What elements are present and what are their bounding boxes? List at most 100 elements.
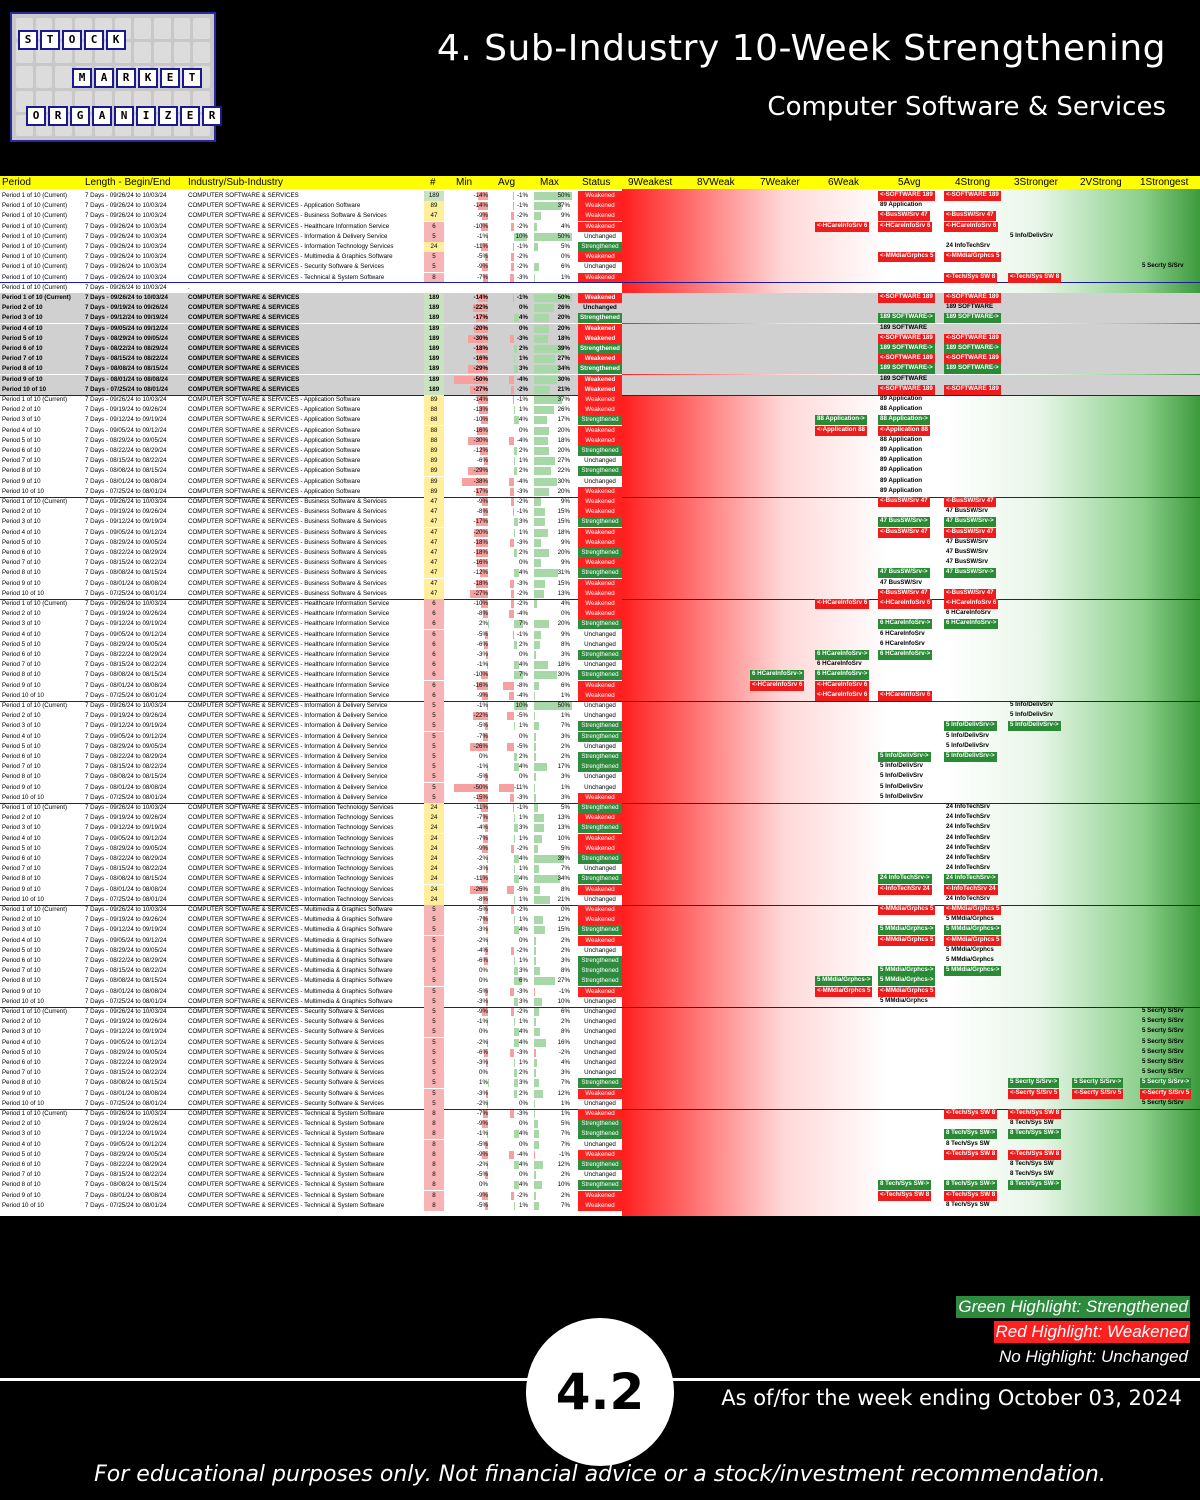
max-cell: 26%	[557, 304, 570, 312]
status-badge: Unchanged	[584, 661, 616, 669]
avg-cell: -2%	[516, 600, 528, 607]
avg-cell: -3%	[516, 987, 528, 995]
length-cell: 7 Days - 07/25/24 to 08/01/24	[85, 895, 167, 903]
avg-bar	[514, 447, 517, 455]
strength-tag: <-BusSW/Srv 47	[944, 588, 996, 599]
avg-cell: 4%	[519, 1028, 528, 1036]
table-row: Period 7 of 10 7 Days - 08/15/24 to 08/22…	[0, 864, 1200, 875]
min-cell: -10%	[473, 671, 488, 679]
industry-cell: COMPUTER SOFTWARE & SERVICES - Security …	[188, 263, 384, 271]
strength-tag: 5 Info/DelivSrv	[880, 792, 923, 800]
avg-cell: 7%	[519, 620, 528, 628]
period-cell: Period 3 of 10	[2, 416, 41, 424]
strength-tag: 47 BusSW/Srv->	[944, 568, 996, 579]
industry-cell: COMPUTER SOFTWARE & SERVICES - Multimedi…	[188, 946, 393, 954]
status-badge: Weakened	[578, 272, 622, 283]
max-cell: 18%	[557, 334, 570, 342]
strength-tag: 5 Info/DelivSrv->	[944, 752, 997, 762]
column-header: 8VWeak	[697, 177, 735, 188]
min-cell: -3%	[476, 651, 488, 658]
period-cell: Period 1 of 10 (Current)	[2, 243, 67, 250]
min-cell: -12%	[473, 569, 488, 577]
max-cell: 31%	[557, 569, 570, 577]
industry-cell: COMPUTER SOFTWARE & SERVICES	[188, 355, 300, 363]
industry-cell: COMPUTER SOFTWARE & SERVICES - Business …	[188, 579, 387, 587]
max-bar	[534, 579, 546, 588]
max-cell: 8%	[561, 1028, 570, 1036]
table-row: Period 10 of 10 7 Days - 07/25/24 to 08/0…	[0, 588, 1200, 599]
table-row: Period 9 of 10 7 Days - 08/01/24 to 08/08…	[0, 680, 1200, 691]
min-cell: -10%	[473, 222, 488, 230]
length-cell: 7 Days - 08/22/24 to 08/29/24	[85, 447, 167, 454]
max-bar	[534, 538, 541, 547]
industry-cell: COMPUTER SOFTWARE & SERVICES - Technical…	[188, 1110, 385, 1117]
avg-cell: 3%	[519, 824, 528, 832]
max-cell: 20%	[557, 620, 570, 628]
status-badge: Strengthened	[578, 1180, 622, 1191]
avg-cell: -1%	[516, 243, 528, 250]
min-bar	[481, 1008, 488, 1016]
logo-letter: A	[92, 106, 112, 126]
min-cell: -11%	[474, 243, 488, 250]
min-bar	[478, 192, 488, 200]
industry-cell: COMPUTER SOFTWARE & SERVICES - Business …	[188, 498, 387, 505]
max-cell: 4%	[561, 1059, 570, 1066]
length-cell: 7 Days - 08/01/24 to 08/08/24	[85, 987, 167, 995]
max-cell: 20%	[557, 487, 570, 495]
min-bar	[482, 610, 488, 619]
count-cell: 88	[424, 405, 444, 416]
min-bar	[486, 1099, 488, 1108]
industry-cell: COMPUTER SOFTWARE & SERVICES	[188, 304, 300, 312]
avg-cell: 0%	[519, 1099, 528, 1107]
avg-cell: -4%	[516, 610, 528, 618]
industry-cell: COMPUTER SOFTWARE & SERVICES - Technical…	[188, 1140, 385, 1148]
logo-letter: N	[114, 106, 134, 126]
min-cell: 2%	[479, 620, 488, 628]
count-cell: 47	[424, 558, 444, 569]
column-header: 6Weak	[828, 177, 859, 188]
table-row: Period 5 of 10 7 Days - 08/29/24 to 09/05…	[0, 639, 1200, 650]
logo-letter: M	[72, 68, 92, 88]
length-cell: 7 Days - 09/19/24 to 09/26/24	[85, 508, 167, 516]
period-cell: Period 1 of 10 (Current)	[2, 253, 67, 261]
avg-bar	[512, 192, 514, 200]
count-cell: 6	[424, 629, 444, 640]
strength-tag: <-Application 88	[815, 425, 867, 436]
strength-tag: 24 InfoTechSrv	[946, 803, 990, 810]
industry-cell: COMPUTER SOFTWARE & SERVICES - Healthcar…	[188, 671, 390, 679]
min-cell: -27%	[473, 385, 488, 393]
period-cell: Period 10 of 10	[2, 385, 47, 393]
count-cell: 5	[424, 762, 444, 773]
min-cell: -5%	[476, 630, 488, 638]
length-cell: 7 Days - 09/26/24 to 10/03/24	[85, 202, 167, 210]
max-cell: 18%	[557, 661, 570, 669]
avg-cell: 1%	[519, 406, 528, 414]
min-cell: -18%	[473, 549, 488, 556]
status-badge: Weakened	[578, 384, 622, 395]
length-cell: 7 Days - 09/19/24 to 09/26/24	[85, 304, 168, 312]
max-bar	[534, 334, 548, 343]
period-cell: Period 5 of 10	[2, 1048, 41, 1056]
strength-table: Period Length - Begin/End Industry/Sub-Ind…	[0, 176, 1200, 1216]
table-row: Period 3 of 10 7 Days - 09/12/24 to 09/19…	[0, 823, 1200, 834]
max-cell: 13%	[557, 824, 570, 832]
min-bar	[474, 324, 488, 333]
min-bar	[484, 906, 488, 914]
strength-tag: <-BusSW/Srv 47	[878, 497, 930, 507]
min-bar	[454, 375, 488, 384]
min-bar	[483, 732, 488, 741]
avg-bar	[514, 620, 524, 629]
strength-tag: 5 MMdia/Grphcs	[946, 956, 994, 963]
count-cell: 5	[424, 1037, 444, 1048]
min-bar	[487, 702, 488, 710]
avg-bar	[499, 783, 514, 792]
status-badge: Weakened	[578, 843, 622, 854]
table-row: Period 1 of 10 (Current) 7 Days - 09/26/2…	[0, 252, 1200, 263]
min-cell: -6%	[476, 457, 488, 465]
min-cell: -11%	[474, 875, 488, 883]
period-cell: Period 5 of 10	[2, 844, 41, 852]
status-badge: Unchanged	[584, 946, 616, 954]
avg-bar	[508, 610, 514, 619]
status-badge: Unchanged	[584, 895, 616, 903]
min-cell: -1%	[476, 763, 488, 771]
